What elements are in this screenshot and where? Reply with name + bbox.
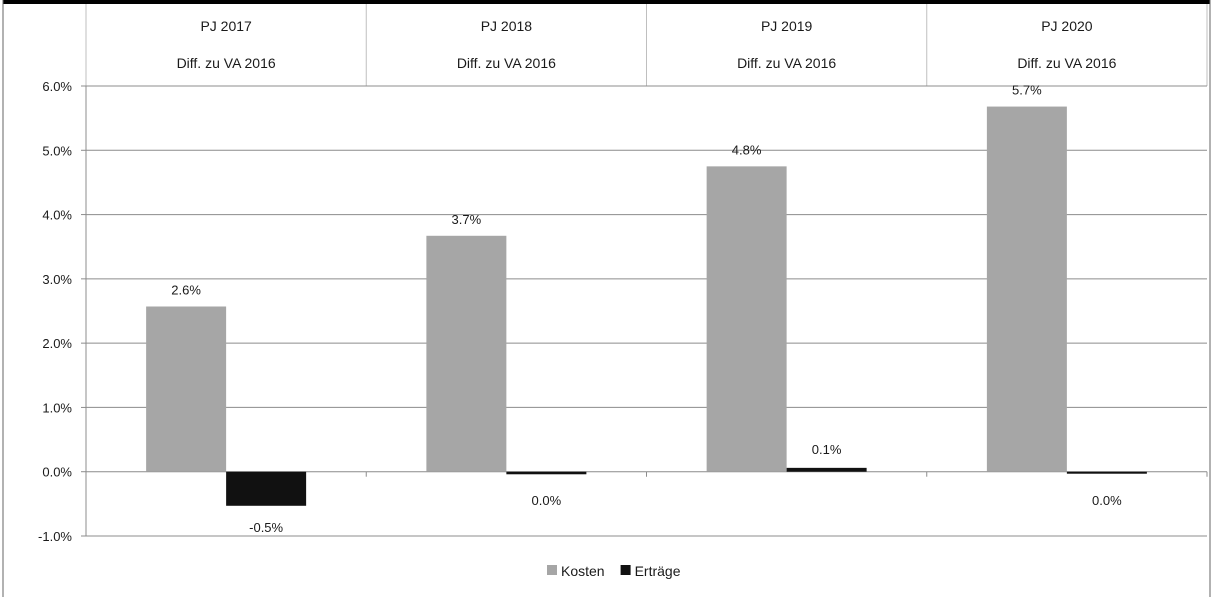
category-header: PJ 2018 [481,18,533,34]
legend: Kosten Erträge [547,563,681,579]
category-header: PJ 2019 [761,18,813,34]
bar-kosten-2 [706,166,787,472]
y-tick-label: 0.0% [42,465,72,480]
data-label: 0.1% [812,442,842,457]
category-subheader: Diff. zu VA 2016 [1017,55,1116,71]
data-label: 3.7% [452,212,482,227]
legend-label: Kosten [561,563,605,579]
bars [146,106,1147,506]
bar-kosten-0 [146,306,227,472]
bar-ertrge-2 [786,467,867,472]
category-subheader: Diff. zu VA 2016 [737,55,836,71]
y-tick-label: 5.0% [42,143,72,158]
y-tick-label: 2.0% [42,336,72,351]
y-tick-label: 6.0% [42,79,72,94]
y-tick-label: 3.0% [42,272,72,287]
category-subheader: Diff. zu VA 2016 [457,55,556,71]
bar-kosten-1 [426,235,507,472]
top-strip-bar [3,0,1210,4]
legend-swatch [620,565,631,575]
y-tick-label: -1.0% [38,529,72,544]
category-subheader: Diff. zu VA 2016 [177,55,276,71]
data-label: 2.6% [171,283,201,298]
data-label: 4.8% [732,142,762,157]
bar-ertrge-0 [226,471,307,506]
bar-ertrge-3 [1066,471,1147,474]
legend-swatch [547,565,557,575]
category-header: PJ 2020 [1041,18,1093,34]
data-label: 0.0% [1092,493,1122,508]
category-header: PJ 2017 [200,18,252,34]
bar-ertrge-1 [506,471,587,475]
data-label: -0.5% [249,520,283,535]
legend-label: Erträge [635,563,681,579]
data-label: 0.0% [532,493,562,508]
category-header-table: PJ 2017 Diff. zu VA 2016 PJ 2018 Diff. zu V… [85,4,1208,86]
data-label: 5.7% [1012,83,1042,98]
data-labels: 2.6% 3.7% 4.8% 5.7% -0.5% 0.0% 0.1% 0.0% [171,83,1122,535]
bar-kosten-3 [986,106,1067,472]
y-tick-label: 4.0% [42,208,72,223]
y-tick-label: 1.0% [42,400,72,415]
